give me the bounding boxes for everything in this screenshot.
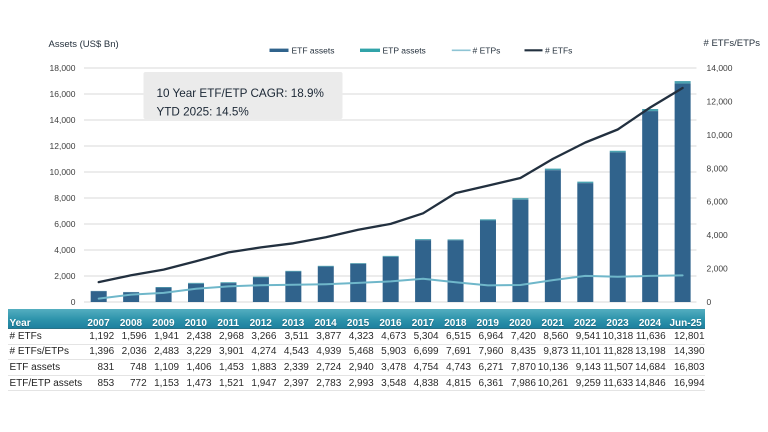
svg-text:0: 0 bbox=[707, 297, 712, 307]
svg-text:16,000: 16,000 bbox=[50, 89, 76, 99]
svg-text:8,000: 8,000 bbox=[707, 163, 729, 173]
svg-text:# ETFs/ETPs: # ETFs/ETPs bbox=[704, 38, 761, 49]
svg-text:Assets (US$ Bn): Assets (US$ Bn) bbox=[49, 39, 119, 50]
svg-text:2,000: 2,000 bbox=[707, 264, 729, 274]
svg-text:12,000: 12,000 bbox=[50, 141, 76, 151]
svg-text:12,000: 12,000 bbox=[707, 96, 733, 106]
svg-text:8,000: 8,000 bbox=[54, 193, 76, 203]
svg-text:ETP assets: ETP assets bbox=[383, 46, 426, 56]
svg-text:YTD 2025: 14.5%: YTD 2025: 14.5% bbox=[157, 106, 249, 119]
svg-text:4,000: 4,000 bbox=[54, 245, 76, 255]
svg-text:6,000: 6,000 bbox=[707, 197, 729, 207]
svg-text:ETF assets: ETF assets bbox=[292, 46, 335, 56]
svg-text:14,000: 14,000 bbox=[50, 115, 76, 125]
svg-text:4,000: 4,000 bbox=[707, 230, 729, 240]
svg-text:# ETPs: # ETPs bbox=[473, 46, 501, 56]
svg-text:10,000: 10,000 bbox=[50, 167, 76, 177]
svg-text:2,000: 2,000 bbox=[54, 271, 76, 281]
svg-text:14,000: 14,000 bbox=[707, 63, 733, 73]
svg-text:10 Year ETF/ETP CAGR: 18.9%: 10 Year ETF/ETP CAGR: 18.9% bbox=[157, 87, 324, 100]
svg-text:0: 0 bbox=[71, 297, 76, 307]
svg-text:18,000: 18,000 bbox=[50, 63, 76, 73]
svg-text:6,000: 6,000 bbox=[54, 219, 76, 229]
svg-text:10,000: 10,000 bbox=[707, 130, 733, 140]
svg-text:# ETFs: # ETFs bbox=[545, 46, 572, 56]
